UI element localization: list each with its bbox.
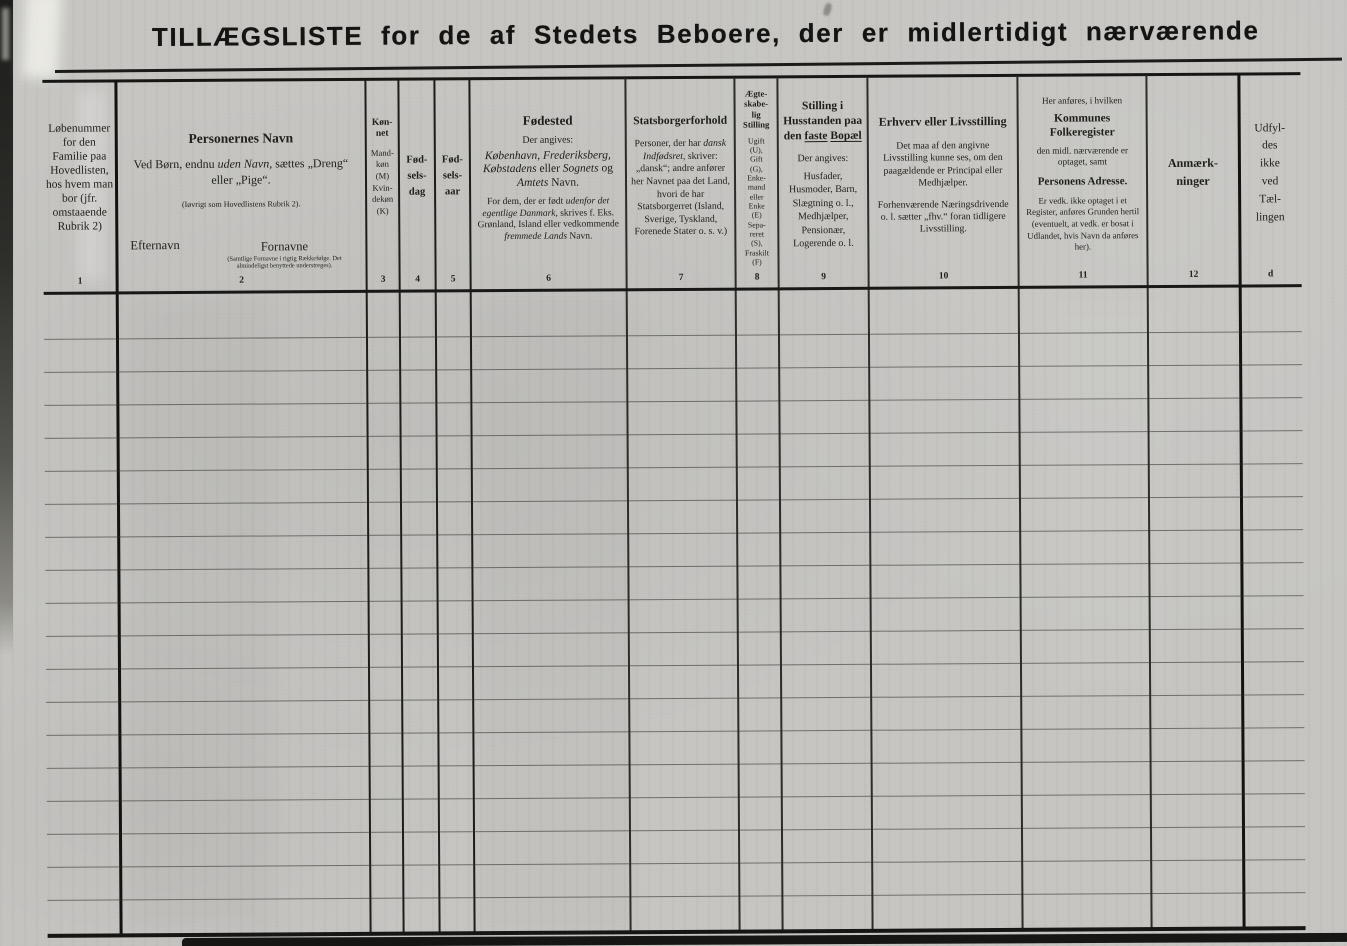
- column-header-foedselsaar: Fød-sels-aar 5: [434, 77, 470, 289]
- column-number: 6: [546, 273, 552, 284]
- column-number: 3: [380, 274, 386, 285]
- column-header-foedselsdag: Fød-sels-dag 4: [398, 77, 435, 289]
- efternavn-label: Efternavn: [130, 238, 180, 253]
- column-title: Fød-sels-dag: [406, 154, 428, 198]
- column-number: 7: [678, 272, 684, 283]
- column-subtitle: Der angives:: [522, 134, 574, 146]
- scan-edge-left: [0, 0, 13, 655]
- column-header-text: Løbenummer for den Familie paa Hovedlist…: [45, 122, 114, 233]
- column-title: Fød-sels-aar: [441, 153, 463, 198]
- column-header-text: den midl. nærværende er optaget, samt: [1036, 145, 1129, 167]
- column-header-note: (Iøvrigt som Hovedlistens Rubrik 2).: [181, 199, 301, 210]
- column-header-text: Ved Børn, endnu uden Navn, sættes „Dreng…: [133, 155, 349, 187]
- scan-edge-marks: [2, 8, 9, 60]
- column-header-aegteskabelig-stilling: Ægte-skabe-lig Stilling Ugift (U), Gift (G),…: [734, 75, 778, 287]
- column-header-text: Forhenværende Næringsdrivende o. l. sætt…: [877, 198, 1009, 235]
- census-table: Løbenummer for den Familie paa Hovedlist…: [42, 72, 1306, 938]
- column-header-folkeregister: Her anføres, i hvilken Kommunes Folkereg…: [1017, 73, 1147, 286]
- column-title: Anmærk-ninger: [1167, 155, 1218, 188]
- column-header-text: Det maa af den angivne Livsstilling kunn…: [883, 139, 1003, 189]
- name-sublabels: Efternavn Fornavne (Samtlige Fornavne i …: [116, 234, 366, 272]
- table-body: [43, 287, 1306, 934]
- column-subtitle: Der angives:: [797, 152, 849, 165]
- column-header-text: Personer, der har dansk Indfødsret, skri…: [631, 138, 730, 238]
- column-header-text: Her anføres, i hvilken: [1041, 95, 1123, 106]
- column-number: 12: [1188, 269, 1199, 280]
- column-number: 2: [239, 275, 245, 286]
- form-title: TILLÆGSLISTE for de af Stedets Beboere, …: [151, 15, 1260, 52]
- column-header-koennet: Køn-net Mand-køn (M) Kvin-dekøn (K) 3: [365, 78, 399, 290]
- column-subtitle: Personens Adresse.: [1037, 175, 1128, 188]
- column-title: Statsborgerforhold: [633, 115, 728, 128]
- column-title: Ægte-skabe-lig Stilling: [743, 88, 770, 130]
- column-header-statsborgerforhold: Statsborgerforhold Personer, der har dan…: [625, 76, 735, 289]
- column-header-erhverv: Erhverv eller Livsstilling Det maa af de…: [867, 74, 1018, 287]
- column-header-text: For dem, der er født udenfor det egentli…: [477, 196, 620, 242]
- column-number: 10: [938, 271, 949, 282]
- column-header-text: Husfader, Husmoder, Barn, Slægtning o. l…: [788, 170, 858, 250]
- fornavne-label-group: Fornavne (Samtlige Fornavne i rigtig Ræk…: [216, 239, 352, 271]
- column-header-stilling-i-husstanden: Stilling i Husstanden paa den faste Bopæ…: [777, 75, 868, 288]
- column-title: Fødested: [522, 112, 573, 128]
- column-title: Personernes Navn: [188, 130, 294, 146]
- column-header-personernes-navn: Personernes Navn Ved Børn, endnu uden Na…: [115, 78, 366, 292]
- column-header-text: Udfyl-des ikke ved Tæl-lingen: [1254, 121, 1286, 224]
- column-header-text: Ugift (U), Gift (G), Enke-mand eller Enke (E) Se…: [745, 136, 769, 267]
- column-number: 9: [821, 272, 827, 283]
- scan-smudge: [21, 0, 63, 79]
- column-title: Køn-net: [371, 117, 393, 140]
- column-title: Erhverv eller Livsstilling: [878, 114, 1007, 129]
- column-number: 1: [77, 276, 83, 287]
- fornavne-label: Fornavne: [260, 238, 309, 254]
- column-header-text: København, Frederiksberg, Købstadens ell…: [482, 148, 613, 189]
- column-number: 8: [754, 272, 760, 283]
- column-number: d: [1267, 269, 1274, 280]
- column-header-loebenummer: Løbenummer for den Familie paa Hovedlist…: [42, 79, 116, 291]
- fornavne-note: (Samtlige Fornavne i rigtig Rækkefølge. …: [227, 254, 342, 270]
- column-number: 4: [415, 274, 421, 285]
- column-header-text: Mand-køn (M) Kvin-dekøn (K): [370, 147, 394, 216]
- column-header-text: Er vedk. ikke optaget i et Register, anf…: [1026, 195, 1140, 252]
- column-header-foedested: Fødested Der angives: København, Frederi…: [469, 76, 626, 289]
- title-rule: [54, 57, 1342, 74]
- column-header-udfyldes-ikke: Udfyl-des ikke ved Tæl-lingen d: [1238, 72, 1301, 284]
- column-header-anmaerkninger: Anmærk-ninger 12: [1146, 73, 1239, 286]
- column-number: 5: [450, 274, 456, 285]
- column-title: Kommunes Folkeregister: [1049, 112, 1115, 140]
- column-number: 11: [1078, 270, 1088, 281]
- column-title: Stilling i Husstanden paa den faste Bopæ…: [783, 100, 863, 143]
- scan-smudge: [78, 90, 104, 280]
- scan-mark: [822, 2, 833, 17]
- table-row: [43, 287, 1302, 340]
